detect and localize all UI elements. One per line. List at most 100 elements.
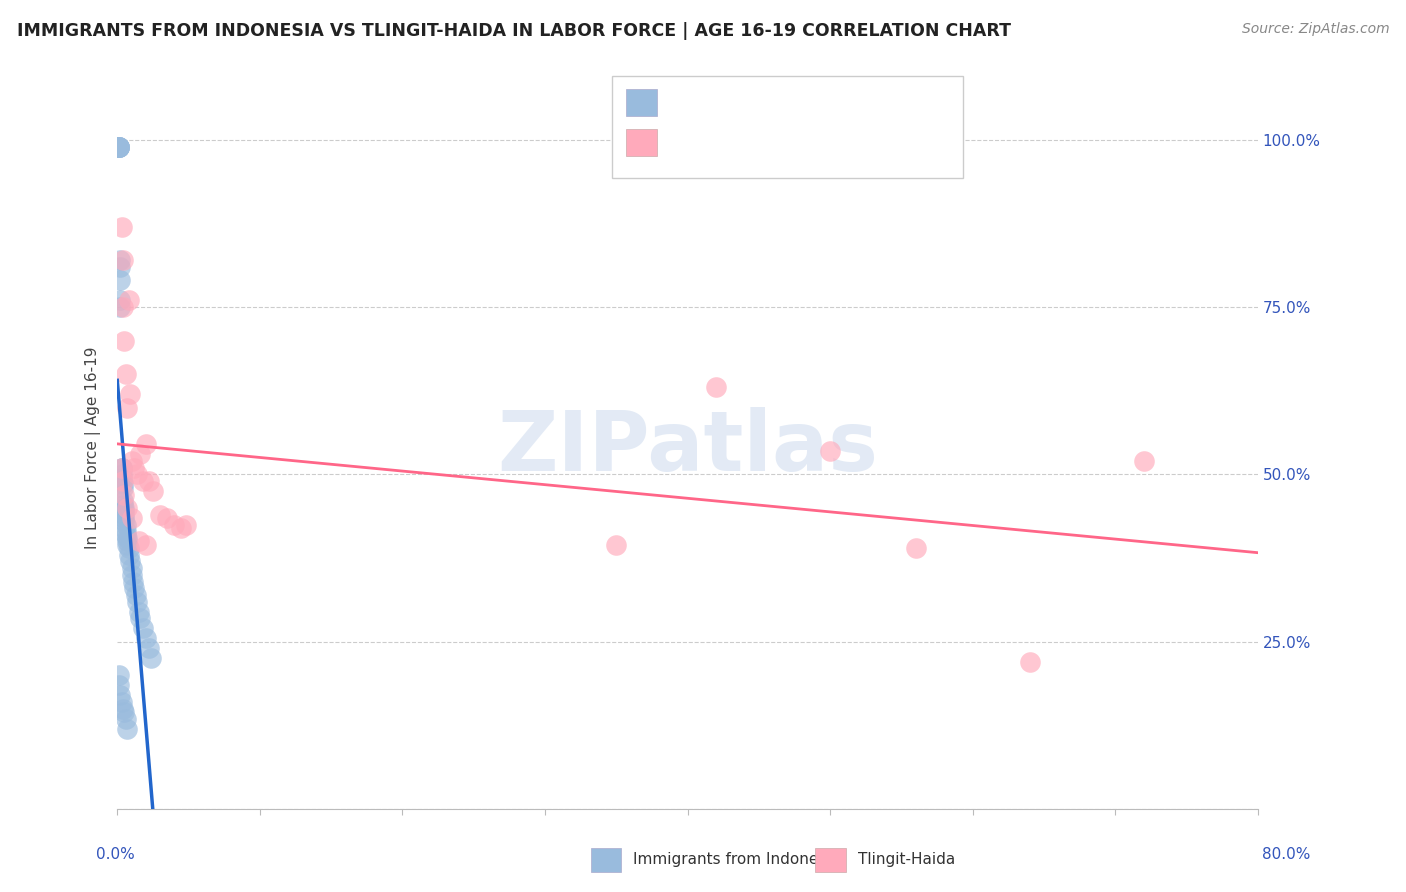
Point	[112, 334, 135, 348]
Point	[149, 508, 172, 522]
Point	[129, 447, 152, 461]
Point	[117, 500, 139, 515]
Point	[114, 524, 136, 539]
Point	[107, 139, 129, 153]
Text: ZIPatlas: ZIPatlas	[498, 407, 879, 488]
Point	[108, 253, 131, 268]
Point	[114, 527, 136, 541]
Point	[132, 621, 155, 635]
Point	[111, 300, 134, 314]
Point	[818, 444, 841, 458]
Point	[108, 688, 131, 702]
Point	[127, 467, 149, 482]
Point	[107, 139, 129, 153]
Point	[108, 300, 131, 314]
Point	[114, 712, 136, 726]
Point	[112, 514, 135, 528]
Point	[118, 293, 141, 308]
Point	[138, 641, 160, 656]
Point	[108, 273, 131, 287]
Point	[135, 632, 157, 646]
Point	[121, 511, 143, 525]
Point	[120, 554, 142, 568]
Point	[124, 581, 146, 595]
Point	[112, 504, 135, 518]
Point	[110, 219, 132, 234]
Point	[117, 722, 139, 736]
Text: 0.0%: 0.0%	[96, 847, 135, 862]
Point	[142, 484, 165, 499]
Point	[107, 678, 129, 692]
Text: Tlingit-Haida: Tlingit-Haida	[858, 853, 955, 867]
Point	[904, 541, 927, 555]
Point	[704, 380, 727, 394]
Point	[114, 517, 136, 532]
Point	[117, 401, 139, 415]
Point	[107, 139, 129, 153]
Point	[170, 521, 193, 535]
Point	[174, 517, 197, 532]
Point	[110, 471, 132, 485]
Point	[138, 474, 160, 488]
Point	[124, 460, 146, 475]
Point	[111, 253, 134, 268]
Point	[117, 538, 139, 552]
Point	[111, 701, 134, 715]
Point	[107, 668, 129, 682]
Text: R =  0.519   N = 56: R = 0.519 N = 56	[668, 94, 844, 112]
Point	[121, 454, 143, 468]
Point	[112, 511, 135, 525]
Point	[110, 467, 132, 482]
Point	[111, 477, 134, 491]
Point	[110, 460, 132, 475]
Point	[112, 508, 135, 522]
Point	[605, 538, 627, 552]
Point	[156, 511, 179, 525]
Point	[121, 567, 143, 582]
Point	[128, 534, 150, 549]
Point	[135, 538, 157, 552]
Point	[107, 139, 129, 153]
Point	[117, 534, 139, 549]
Point	[110, 460, 132, 475]
Point	[128, 605, 150, 619]
Point	[111, 474, 134, 488]
Text: IMMIGRANTS FROM INDONESIA VS TLINGIT-HAIDA IN LABOR FORCE | AGE 16-19 CORRELATIO: IMMIGRANTS FROM INDONESIA VS TLINGIT-HAI…	[17, 22, 1011, 40]
Point	[125, 588, 148, 602]
Text: 80.0%: 80.0%	[1263, 847, 1310, 862]
Point	[132, 474, 155, 488]
Point	[112, 705, 135, 719]
Point	[118, 548, 141, 562]
Point	[111, 481, 134, 495]
Point	[118, 541, 141, 555]
Point	[114, 367, 136, 381]
Point	[163, 517, 186, 532]
Point	[111, 494, 134, 508]
Point	[135, 437, 157, 451]
Point	[112, 487, 135, 501]
Point	[110, 474, 132, 488]
Point	[107, 139, 129, 153]
Point	[141, 651, 163, 665]
Text: R = 0.005   N = 34: R = 0.005 N = 34	[668, 134, 838, 152]
Point	[1018, 655, 1040, 669]
Point	[121, 561, 143, 575]
Point	[107, 139, 129, 153]
Point	[127, 594, 149, 608]
Point	[122, 574, 145, 589]
Point	[108, 260, 131, 274]
Point	[108, 293, 131, 308]
Point	[120, 387, 142, 401]
Point	[105, 139, 128, 153]
Point	[105, 139, 128, 153]
Y-axis label: In Labor Force | Age 16-19: In Labor Force | Age 16-19	[86, 346, 101, 549]
Point	[129, 611, 152, 625]
Point	[117, 531, 139, 545]
Text: Immigrants from Indonesia: Immigrants from Indonesia	[633, 853, 839, 867]
Point	[111, 498, 134, 512]
Point	[1133, 454, 1156, 468]
Point	[112, 500, 135, 515]
Point	[110, 695, 132, 709]
Text: Source: ZipAtlas.com: Source: ZipAtlas.com	[1241, 22, 1389, 37]
Point	[110, 460, 132, 475]
